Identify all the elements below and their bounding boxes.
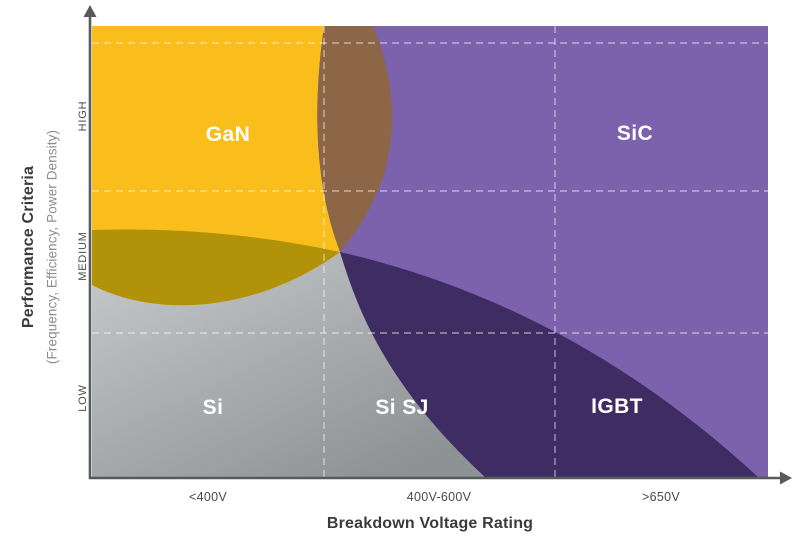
label-sic: SiC <box>616 122 654 145</box>
x-tick-400-600v: 400V-600V <box>406 490 472 504</box>
label-si: Si <box>202 396 224 419</box>
region-igbt <box>340 252 758 477</box>
label-si-sj: Si SJ <box>375 396 429 419</box>
y-tick-high: HIGH <box>77 100 89 132</box>
y-axis-title: Performance Criteria <box>20 165 37 329</box>
x-axis-arrow-icon <box>780 471 792 485</box>
y-axis-arrow-icon <box>83 5 97 17</box>
y-axis-subtitle: (Frequency, Efficiency, Power Density) <box>44 129 60 365</box>
label-gan: GaN <box>205 123 251 146</box>
x-tick-under-400v: <400V <box>189 490 227 504</box>
y-tick-medium: MEDIUM <box>77 231 89 281</box>
x-axis-title: Breakdown Voltage Rating <box>326 515 534 532</box>
overlap-gan-sic <box>317 26 393 252</box>
y-tick-low: LOW <box>77 384 89 412</box>
overlap-gan-si <box>92 229 340 306</box>
x-tick-over-650v: >650V <box>642 490 680 504</box>
gridlines <box>92 26 768 477</box>
label-igbt: IGBT <box>591 395 643 418</box>
axes <box>83 5 792 485</box>
